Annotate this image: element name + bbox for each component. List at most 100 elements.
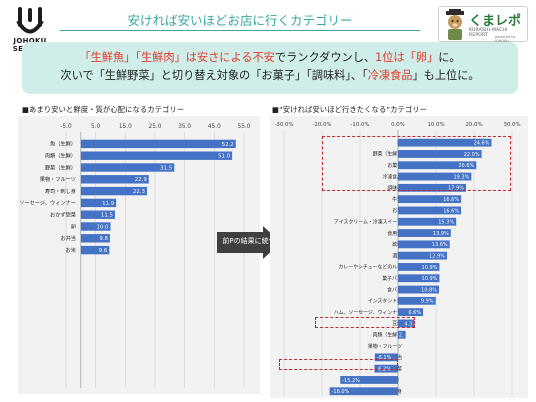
category-label: お菓子 — [387, 162, 402, 169]
headline-fragment: 1位は「卵」 — [375, 51, 439, 64]
category-label: 菓子パン — [382, 275, 402, 282]
right-chart-title: ■“安ければ安いほど行きたくなる”カテゴリー — [272, 105, 428, 114]
category-label: ハム、ソーセージ、ウィンナー — [18, 199, 76, 207]
bar — [398, 195, 462, 204]
headline-fragment: 」も上位に。 — [412, 69, 480, 82]
bar-value-label: -15.2% — [342, 378, 360, 384]
left-bar-chart: -5.0 5.0 15.0 25.0 35.0 45.0 55.0 魚（生鮮） 52.2 肉類（生… — [18, 124, 251, 388]
category-label: 酒類 — [392, 252, 402, 259]
headline-fragment: 冷凍食品 — [367, 69, 413, 82]
right-chart-panel: -30.0%-20.0%-10.0%0.0%10.0%20.0%30.0%卵24… — [270, 116, 528, 398]
bar — [398, 229, 451, 237]
headline-fragment: に。 — [438, 51, 461, 64]
bar — [80, 175, 149, 184]
category-label: 牛乳 — [392, 196, 402, 203]
bar-value-label: 11.5 — [101, 213, 113, 219]
logo-right-subtitle: KURASHI-MACHI REPORT — [469, 28, 508, 38]
bar-value-label: 16.6% — [443, 197, 459, 203]
bar — [398, 161, 477, 170]
headline-line-2: 次いで「生鮮野菜」と切り替え対象の「お菓子」「調味料」、「冷凍食品」も上位に。 — [22, 67, 518, 85]
category-label: 果物・フルーツ — [40, 175, 76, 183]
bar — [398, 240, 450, 249]
bar-value-label: 22.9 — [135, 177, 148, 183]
bar-value-label: 2. — [399, 333, 404, 339]
x-tick-label: 0.0% — [391, 122, 405, 128]
bar — [398, 206, 462, 215]
bar — [398, 263, 440, 271]
bar-value-label: 16.6% — [443, 208, 459, 214]
x-tick-label: -20.0% — [312, 122, 331, 128]
left-chart-title: ■あまり安いと鮮度・質が心配になるカテゴリー — [22, 105, 185, 114]
bar — [80, 186, 147, 196]
category-label: アイスクリーム・冷凍スイーツ — [334, 218, 402, 225]
headline-fragment: 「生鮮魚」「生鮮肉」は安さによる不安 — [79, 51, 275, 64]
bar — [80, 245, 110, 255]
bar — [80, 139, 236, 149]
headline-fragment: 次いで「生鮮野菜」と切り替え対象の「お菓子」「調味料」、「 — [60, 69, 368, 82]
x-tick-label: 45.0 — [208, 124, 221, 130]
bar — [374, 353, 398, 362]
bar — [398, 183, 467, 192]
bar — [398, 330, 406, 339]
bar-value-label: 6.6% — [408, 310, 421, 316]
bar-value-label: 4.3 — [404, 321, 412, 327]
bar-value-label: 22.3 — [133, 189, 145, 195]
bar — [398, 150, 482, 158]
x-tick-label: 20.0% — [465, 122, 482, 128]
bar — [80, 210, 115, 219]
category-label: 野菜（生鮮） — [45, 163, 76, 171]
left-chart-panel: -5.0 5.0 15.0 25.0 35.0 45.0 55.0 魚（生鮮） 52.2 肉類（生… — [18, 116, 260, 394]
category-label: 魚（生鮮） — [50, 140, 76, 148]
bar — [80, 222, 111, 231]
bar-value-label: 51.0 — [218, 154, 231, 160]
x-tick-label: -5.0 — [60, 124, 72, 130]
bar — [398, 296, 436, 305]
bar-value-label: 10.9% — [422, 276, 438, 282]
bar-value-label: 10.9% — [422, 265, 438, 271]
category-label: カレーやシチューなどのルー — [338, 264, 402, 271]
bar-value-label: 22.0% — [464, 152, 480, 158]
bar — [398, 285, 440, 294]
merge-arrow-icon — [217, 226, 281, 259]
category-label: 調味料 — [387, 185, 402, 192]
bar — [340, 376, 398, 384]
category-label: お弁当 — [60, 234, 76, 242]
merge-arrow-label: 前Pの結果に統合 — [222, 237, 276, 245]
x-tick-label: 15.0 — [119, 124, 132, 130]
x-tick-label: 30.0% — [503, 122, 520, 128]
bar — [398, 319, 415, 328]
category-label: 食用油 — [387, 230, 402, 237]
bar-value-label: 9.8 — [99, 236, 108, 242]
bar-value-label: 10.0 — [96, 224, 109, 230]
bar — [80, 234, 110, 243]
bar-value-label: 9.6 — [99, 248, 108, 254]
bar-value-label: 11.9 — [102, 201, 115, 207]
bar — [329, 387, 398, 396]
page-title: 安ければ安いほどお店に行くカテゴリー — [127, 13, 353, 28]
category-label: 飲料 — [392, 241, 402, 248]
category-label: 冷凍食品 — [382, 173, 402, 180]
bear-mascot-icon — [446, 9, 464, 40]
bar-value-label: 13.9% — [433, 231, 449, 237]
category-label: 卵 — [71, 222, 76, 230]
headline-fragment: でランクダウンし、 — [274, 51, 376, 64]
x-tick-label: 35.0 — [178, 124, 191, 130]
category-label: お米 — [66, 246, 77, 254]
bar — [398, 274, 440, 283]
bar-value-label: 12.9% — [429, 253, 445, 259]
bar — [398, 172, 472, 181]
bar — [398, 138, 492, 147]
x-tick-label: 5.0 — [91, 124, 101, 130]
headline-box: 「生鮮魚」「生鮮肉」は安さによる不安でランクダウンし、1位は「卵」に。 次いで「… — [22, 42, 518, 94]
category-label: インスタント麺 — [368, 298, 402, 305]
x-tick-label: 10.0% — [427, 122, 444, 128]
highlight-fish — [279, 359, 398, 370]
x-tick-label: 25.0 — [149, 124, 162, 130]
bar — [80, 151, 233, 160]
bar — [398, 251, 448, 260]
bar-value-label: 17.9% — [448, 186, 464, 192]
highlight-top-five — [322, 136, 511, 191]
category-label: 豆腐 — [392, 320, 402, 327]
bar — [374, 364, 398, 373]
logo-right-title: くまレポ — [469, 14, 522, 29]
